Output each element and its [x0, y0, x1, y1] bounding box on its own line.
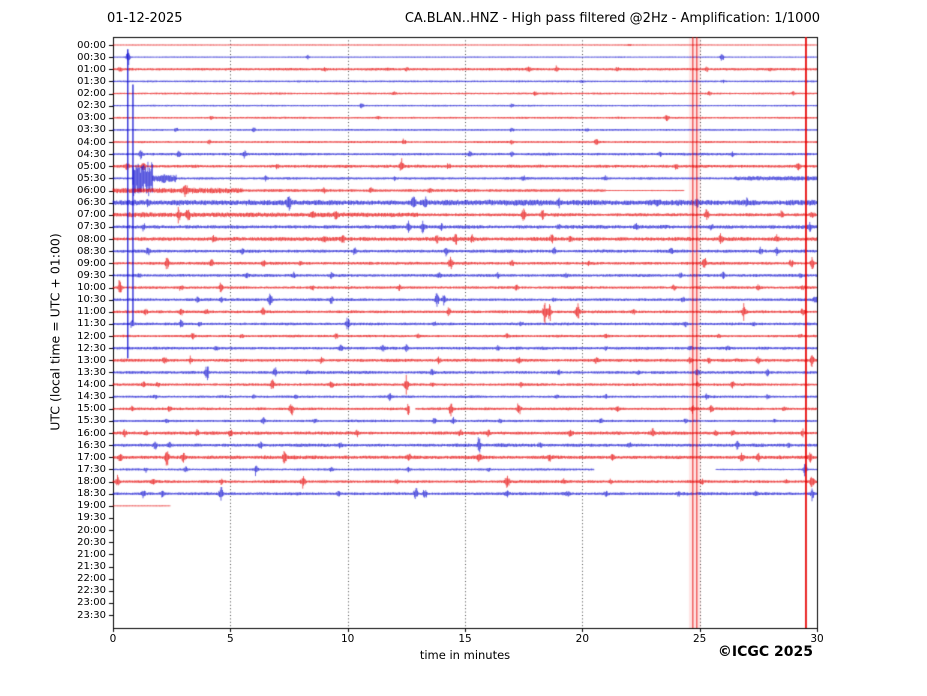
- y-tick-label: 04:30: [77, 148, 106, 160]
- y-tick-label: 14:00: [77, 379, 106, 391]
- y-tick-label: 18:30: [77, 488, 106, 500]
- x-tick-label: 10: [340, 633, 355, 645]
- y-tick-label: 10:00: [77, 282, 106, 294]
- y-tick-label: 20:00: [77, 524, 106, 536]
- y-tick-label: 13:30: [77, 366, 106, 378]
- y-tick-label: 19:30: [77, 512, 106, 524]
- y-tick-label: 22:30: [77, 585, 106, 597]
- x-tick-label: 25: [692, 633, 707, 645]
- x-tick-label: 30: [810, 633, 824, 645]
- y-tick-label: 02:30: [77, 100, 106, 112]
- y-tick-label: 21:00: [77, 548, 106, 560]
- y-tick-label: 06:00: [77, 185, 106, 197]
- x-tick-label: 5: [226, 633, 234, 645]
- y-tick-label: 22:00: [77, 573, 106, 585]
- y-tick-label: 09:00: [77, 257, 106, 269]
- y-tick-label: 01:00: [77, 63, 106, 75]
- y-tick-label: 14:30: [77, 391, 106, 403]
- y-tick-label: 06:30: [77, 197, 106, 209]
- y-tick-label: 11:30: [77, 318, 106, 330]
- y-tick-label: 03:30: [77, 124, 106, 136]
- y-tick-label: 15:30: [77, 415, 106, 427]
- x-axis-title: time in minutes: [419, 648, 511, 662]
- y-tick-label: 17:00: [77, 451, 106, 463]
- y-tick-label: 20:30: [77, 536, 106, 548]
- y-tick-label: 15:00: [77, 403, 106, 415]
- y-tick-label: 23:30: [77, 609, 106, 621]
- x-tick-label: 15: [458, 633, 472, 645]
- y-tick-label: 11:00: [77, 306, 106, 318]
- station-title: CA.BLAN..HNZ - High pass filtered @2Hz -…: [404, 11, 820, 26]
- y-tick-label: 10:30: [77, 294, 106, 306]
- y-tick-label: 16:30: [77, 439, 106, 451]
- y-tick-label: 12:30: [77, 342, 106, 354]
- y-tick-label: 17:30: [77, 463, 106, 475]
- x-tick-label: 0: [109, 633, 117, 645]
- y-tick-label: 23:00: [77, 597, 106, 609]
- y-tick-label: 09:30: [77, 269, 106, 281]
- y-tick-label: 05:30: [77, 172, 106, 184]
- copyright-credit: ©ICGC 2025: [717, 644, 813, 660]
- y-tick-label: 19:00: [77, 500, 106, 512]
- y-tick-label: 02:00: [77, 88, 106, 99]
- y-tick-label: 18:00: [77, 476, 106, 488]
- y-tick-label: 21:30: [77, 561, 106, 572]
- y-tick-label: 07:30: [77, 221, 106, 233]
- y-tick-label: 13:00: [77, 354, 106, 366]
- y-tick-label: 04:00: [77, 136, 106, 148]
- x-tick-label: 20: [575, 633, 590, 645]
- y-tick-label: 05:00: [77, 160, 106, 172]
- y-tick-label: 00:30: [77, 51, 106, 63]
- y-tick-label: 16:00: [77, 427, 106, 439]
- y-tick-label: 00:00: [77, 39, 106, 51]
- date-title: 01-12-2025: [107, 11, 183, 26]
- y-tick-label: 01:30: [77, 75, 106, 87]
- y-tick-label: 12:00: [77, 330, 106, 342]
- y-tick-label: 08:00: [77, 233, 106, 245]
- y-tick-label: 07:00: [77, 209, 106, 221]
- y-tick-label: 08:30: [77, 245, 106, 257]
- y-tick-label: 03:00: [77, 112, 106, 124]
